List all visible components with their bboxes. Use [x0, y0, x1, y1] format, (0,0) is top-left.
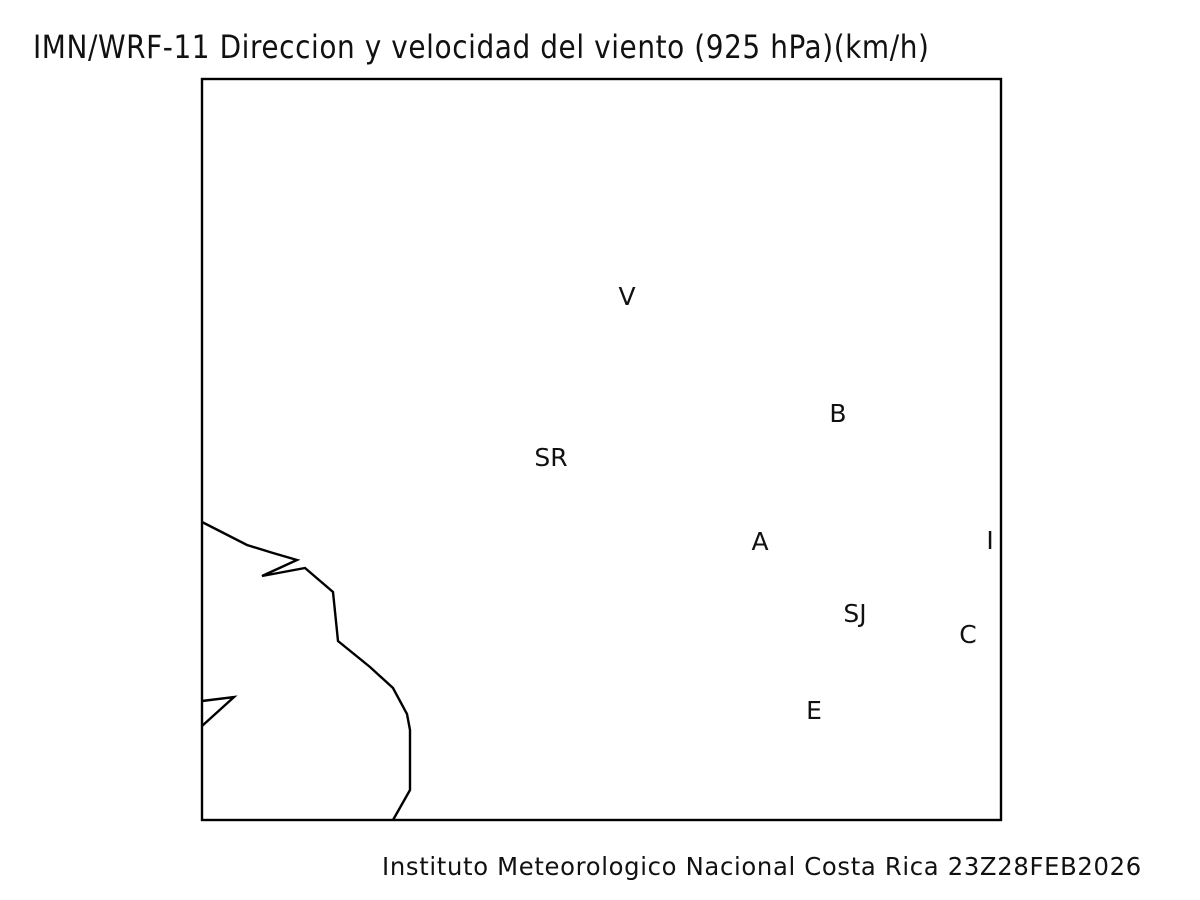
station-label-b: B: [829, 399, 846, 428]
station-label-sr: SR: [534, 443, 567, 472]
station-label-i: I: [986, 526, 993, 555]
station-label-c: C: [959, 620, 976, 649]
footer-credit: Instituto Meteorologico Nacional Costa R…: [382, 852, 1142, 881]
coastline-pacific-coast-main: [201, 520, 412, 821]
coastline-peninsula-inlet: [201, 695, 238, 727]
station-label-e: E: [806, 696, 822, 725]
plot-frame-border: [200, 77, 1003, 822]
station-label-sj: SJ: [843, 599, 866, 628]
station-label-v: V: [618, 282, 635, 311]
page-title: IMN/WRF-11 Direccion y velocidad del vie…: [33, 28, 930, 66]
station-label-a: A: [751, 527, 768, 556]
